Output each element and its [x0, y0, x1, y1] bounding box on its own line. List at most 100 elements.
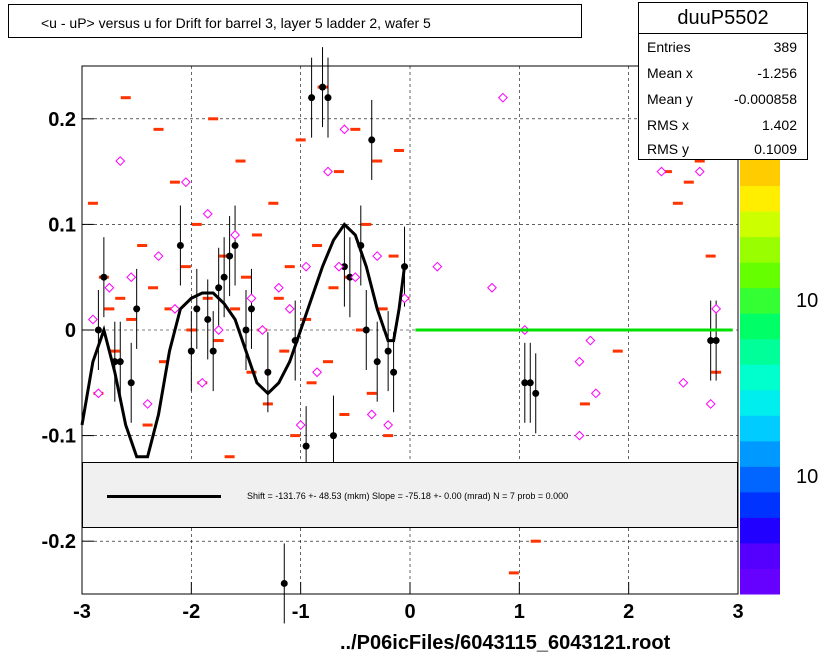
stat-label-rms-x: RMS x: [647, 117, 689, 133]
marker-point: [399, 293, 410, 304]
colorbar-segment: [740, 185, 780, 212]
profile-point: [209, 347, 217, 355]
marker-point: [574, 356, 585, 367]
colorbar-segment: [740, 415, 780, 442]
stat-value-rms-x: 1.402: [761, 117, 797, 133]
marker-point: [574, 430, 585, 441]
hist-cell: [394, 148, 405, 152]
colorbar-segment: [740, 517, 780, 544]
profile-point: [302, 442, 310, 450]
marker-point: [656, 166, 667, 177]
chart-title-box: <u - uP> versus u for Drift for barrel 3…: [8, 4, 582, 38]
hist-cell: [273, 296, 284, 300]
marker-point: [169, 303, 180, 314]
profile-point: [390, 368, 398, 376]
hist-cell: [355, 328, 366, 332]
hist-cell: [213, 339, 224, 343]
y-tick-label: -0.1: [42, 426, 76, 448]
marker-point: [339, 124, 350, 135]
hist-cell: [251, 233, 262, 237]
profile-point: [127, 379, 135, 387]
marker-point: [694, 166, 705, 177]
hist-cell: [388, 254, 399, 258]
chart-title: <u - uP> versus u for Drift for barrel 3…: [41, 15, 431, 31]
marker-point: [705, 398, 716, 409]
profile-point: [707, 337, 715, 345]
hist-cell: [672, 201, 683, 205]
marker-point: [257, 325, 268, 335]
profile-point: [319, 83, 327, 91]
hist-cell: [120, 96, 131, 100]
colorbar-label-lower: 10: [796, 466, 819, 488]
profile-point: [384, 347, 392, 355]
profile-point: [204, 315, 212, 323]
profile-point: [176, 242, 184, 250]
hist-cell: [191, 222, 202, 226]
marker-point: [585, 335, 596, 346]
hist-cell: [148, 286, 159, 290]
colorbar-segment: [740, 236, 780, 263]
hist-cell: [323, 360, 333, 364]
profile-point: [340, 263, 348, 271]
marker-point: [383, 420, 394, 430]
colorbar-segment: [740, 313, 780, 340]
colorbar-segment: [740, 338, 780, 365]
marker-point: [590, 388, 601, 399]
marker-point: [497, 92, 508, 103]
fit-legend-box: Shift = -131.76 +- 48.53 (mkm) Slope = -…: [82, 462, 738, 528]
hist-cell: [126, 317, 137, 321]
colorbar-segment: [740, 542, 780, 569]
hist-cell: [115, 296, 126, 300]
hist-cell: [87, 201, 98, 205]
x-tick-label: 2: [623, 601, 634, 623]
stat-label-entries: Entries: [647, 39, 691, 55]
colorbar-segment: [740, 568, 780, 595]
profile-point: [362, 326, 370, 334]
hist-cell: [284, 265, 295, 269]
profile-point: [100, 273, 108, 281]
hist-cell: [268, 201, 279, 205]
hist-cell: [159, 360, 169, 364]
marker-point: [142, 398, 153, 409]
hist-cell: [694, 159, 705, 163]
fit-curve: [80, 222, 406, 459]
hist-cell: [328, 286, 339, 290]
profile-point: [324, 94, 332, 102]
hist-cell: [137, 244, 148, 248]
marker-point: [372, 251, 383, 262]
profile-point: [264, 368, 272, 376]
hist-cell: [366, 391, 377, 395]
hist-cell: [279, 349, 290, 353]
colorbar-segment: [740, 287, 780, 314]
hist-cell: [312, 244, 323, 248]
marker-point: [213, 325, 224, 335]
colorbar-segment: [740, 389, 780, 416]
x-tick-label: -2: [182, 601, 200, 623]
profile-point: [308, 94, 316, 102]
profile-point: [247, 305, 255, 313]
stat-value-mean-x: -1.256: [757, 65, 797, 81]
colorbar-segment: [740, 160, 780, 187]
profile-point: [712, 337, 720, 345]
colorbar-segment: [740, 466, 780, 493]
stat-value-rms-y: 0.1009: [754, 141, 797, 157]
marker-point: [115, 156, 126, 166]
profile-point: [220, 273, 228, 281]
hist-cell: [361, 222, 372, 226]
stat-label-rms-y: RMS y: [647, 141, 689, 157]
hist-cell: [224, 455, 235, 459]
hist-cell: [377, 307, 388, 311]
stats-box: duuP5502 Entries 389 Mean x -1.256 Mean …: [638, 2, 808, 160]
profile-point: [242, 326, 250, 334]
marker-point: [180, 177, 191, 188]
marker-point: [197, 377, 208, 388]
stat-label-mean-y: Mean y: [647, 91, 693, 107]
hist-cell: [180, 265, 191, 269]
marker-point: [487, 282, 497, 293]
hist-cell: [372, 159, 383, 163]
colorbar-label-upper: 10: [796, 290, 819, 312]
colorbar-segment: [740, 211, 780, 238]
hist-cell: [339, 412, 350, 416]
hist-cell: [290, 434, 301, 438]
stats-separator: [639, 33, 807, 34]
